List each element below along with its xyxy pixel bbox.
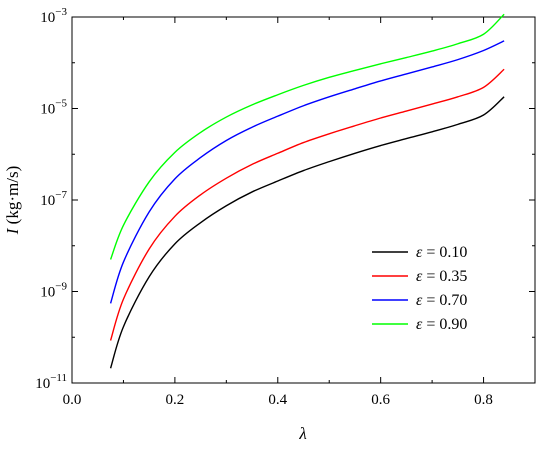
x-tick-label: 0.2 <box>166 392 185 408</box>
x-tick-label: 0.8 <box>474 392 493 408</box>
y-tick-label: 10−3 <box>40 6 67 26</box>
y-tick-label: 10−11 <box>35 372 67 392</box>
legend-variable: ε <box>416 316 423 333</box>
y-tick-base: 10 <box>40 10 55 26</box>
legend-value: = 0.90 <box>422 316 467 333</box>
series-line-4 <box>109 13 505 260</box>
y-tick-exponent: −7 <box>55 189 67 201</box>
y-tick-label: 10−7 <box>40 189 67 209</box>
y-axis-variable: I <box>3 227 22 235</box>
legend-variable: ε <box>416 244 423 261</box>
y-tick-base: 10 <box>35 376 50 392</box>
y-axis-title: I (kg·m/s) <box>3 166 22 235</box>
y-tick-exponent: −9 <box>55 281 67 293</box>
legend-value: = 0.10 <box>422 244 467 261</box>
x-tick-label: 0.4 <box>268 392 287 408</box>
series-line-1 <box>109 96 505 369</box>
y-tick-base: 10 <box>40 285 55 301</box>
y-tick-exponent: −3 <box>55 6 67 18</box>
series-line-3 <box>109 40 505 304</box>
legend-label-1: ε = 0.10 <box>416 244 467 261</box>
y-tick-base: 10 <box>40 102 55 118</box>
y-tick-label: 10−5 <box>40 98 67 118</box>
y-axis-unit: (kg·m/s) <box>3 166 22 229</box>
legend-label-2: ε = 0.35 <box>416 268 467 285</box>
legend-variable: ε <box>416 268 423 285</box>
y-tick-exponent: −11 <box>50 372 67 384</box>
legend-variable: ε <box>416 292 423 309</box>
y-tick-base: 10 <box>40 193 55 209</box>
series-line-2 <box>109 68 505 341</box>
x-tick-label: 0.6 <box>371 392 390 408</box>
legend: ε = 0.10ε = 0.35ε = 0.70ε = 0.90 <box>372 244 467 333</box>
y-tick-label: 10−9 <box>40 281 67 301</box>
legend-label-3: ε = 0.70 <box>416 292 467 309</box>
x-tick-label: 0.0 <box>63 392 82 408</box>
y-tick-exponent: −5 <box>55 98 67 110</box>
legend-value: = 0.35 <box>422 268 467 285</box>
series-group <box>109 13 505 369</box>
legend-label-4: ε = 0.90 <box>416 316 467 333</box>
legend-value: = 0.70 <box>422 292 467 309</box>
x-axis-title: λ <box>298 424 306 443</box>
